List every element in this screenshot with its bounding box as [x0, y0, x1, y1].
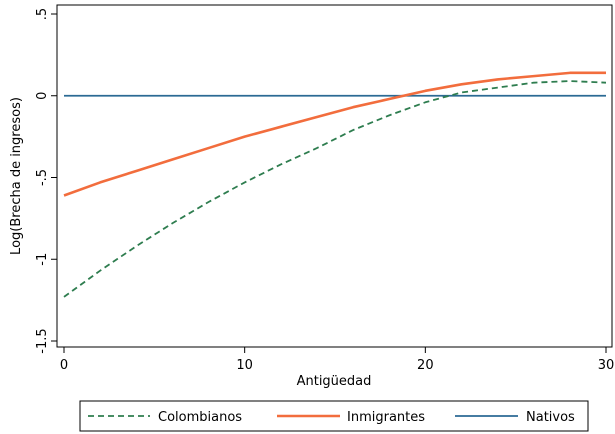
- legend-label-colombianos: Colombianos: [158, 410, 242, 425]
- series-layer: [63, 71, 607, 298]
- x-tick-label: 30: [598, 358, 615, 373]
- series-line-inmigrantes: [63, 71, 606, 197]
- y-tick-label: -1: [35, 253, 50, 266]
- series-line-colombianos: [63, 80, 607, 298]
- legend-label-nativos: Nativos: [526, 410, 575, 425]
- x-tick-label: 20: [417, 358, 434, 373]
- x-tick-label: 0: [60, 358, 68, 373]
- axes-layer: 0 10 20 30 -1.5 -1 -.5 0 .5: [35, 8, 614, 373]
- y-tick-label: .5: [35, 8, 50, 20]
- legend: Colombianos Inmigrantes Nativos: [88, 410, 575, 425]
- x-axis-title: Antigüedad: [297, 374, 372, 389]
- y-tick-label: -.5: [35, 169, 50, 186]
- legend-label-inmigrantes: Inmigrantes: [347, 410, 425, 425]
- y-axis-title: Log(Brecha de ingresos): [9, 97, 24, 255]
- y-tick-label: 0: [35, 92, 50, 100]
- plot-area: [56, 4, 613, 348]
- x-tick-label: 10: [236, 358, 253, 373]
- y-tick-label: -1.5: [35, 328, 50, 353]
